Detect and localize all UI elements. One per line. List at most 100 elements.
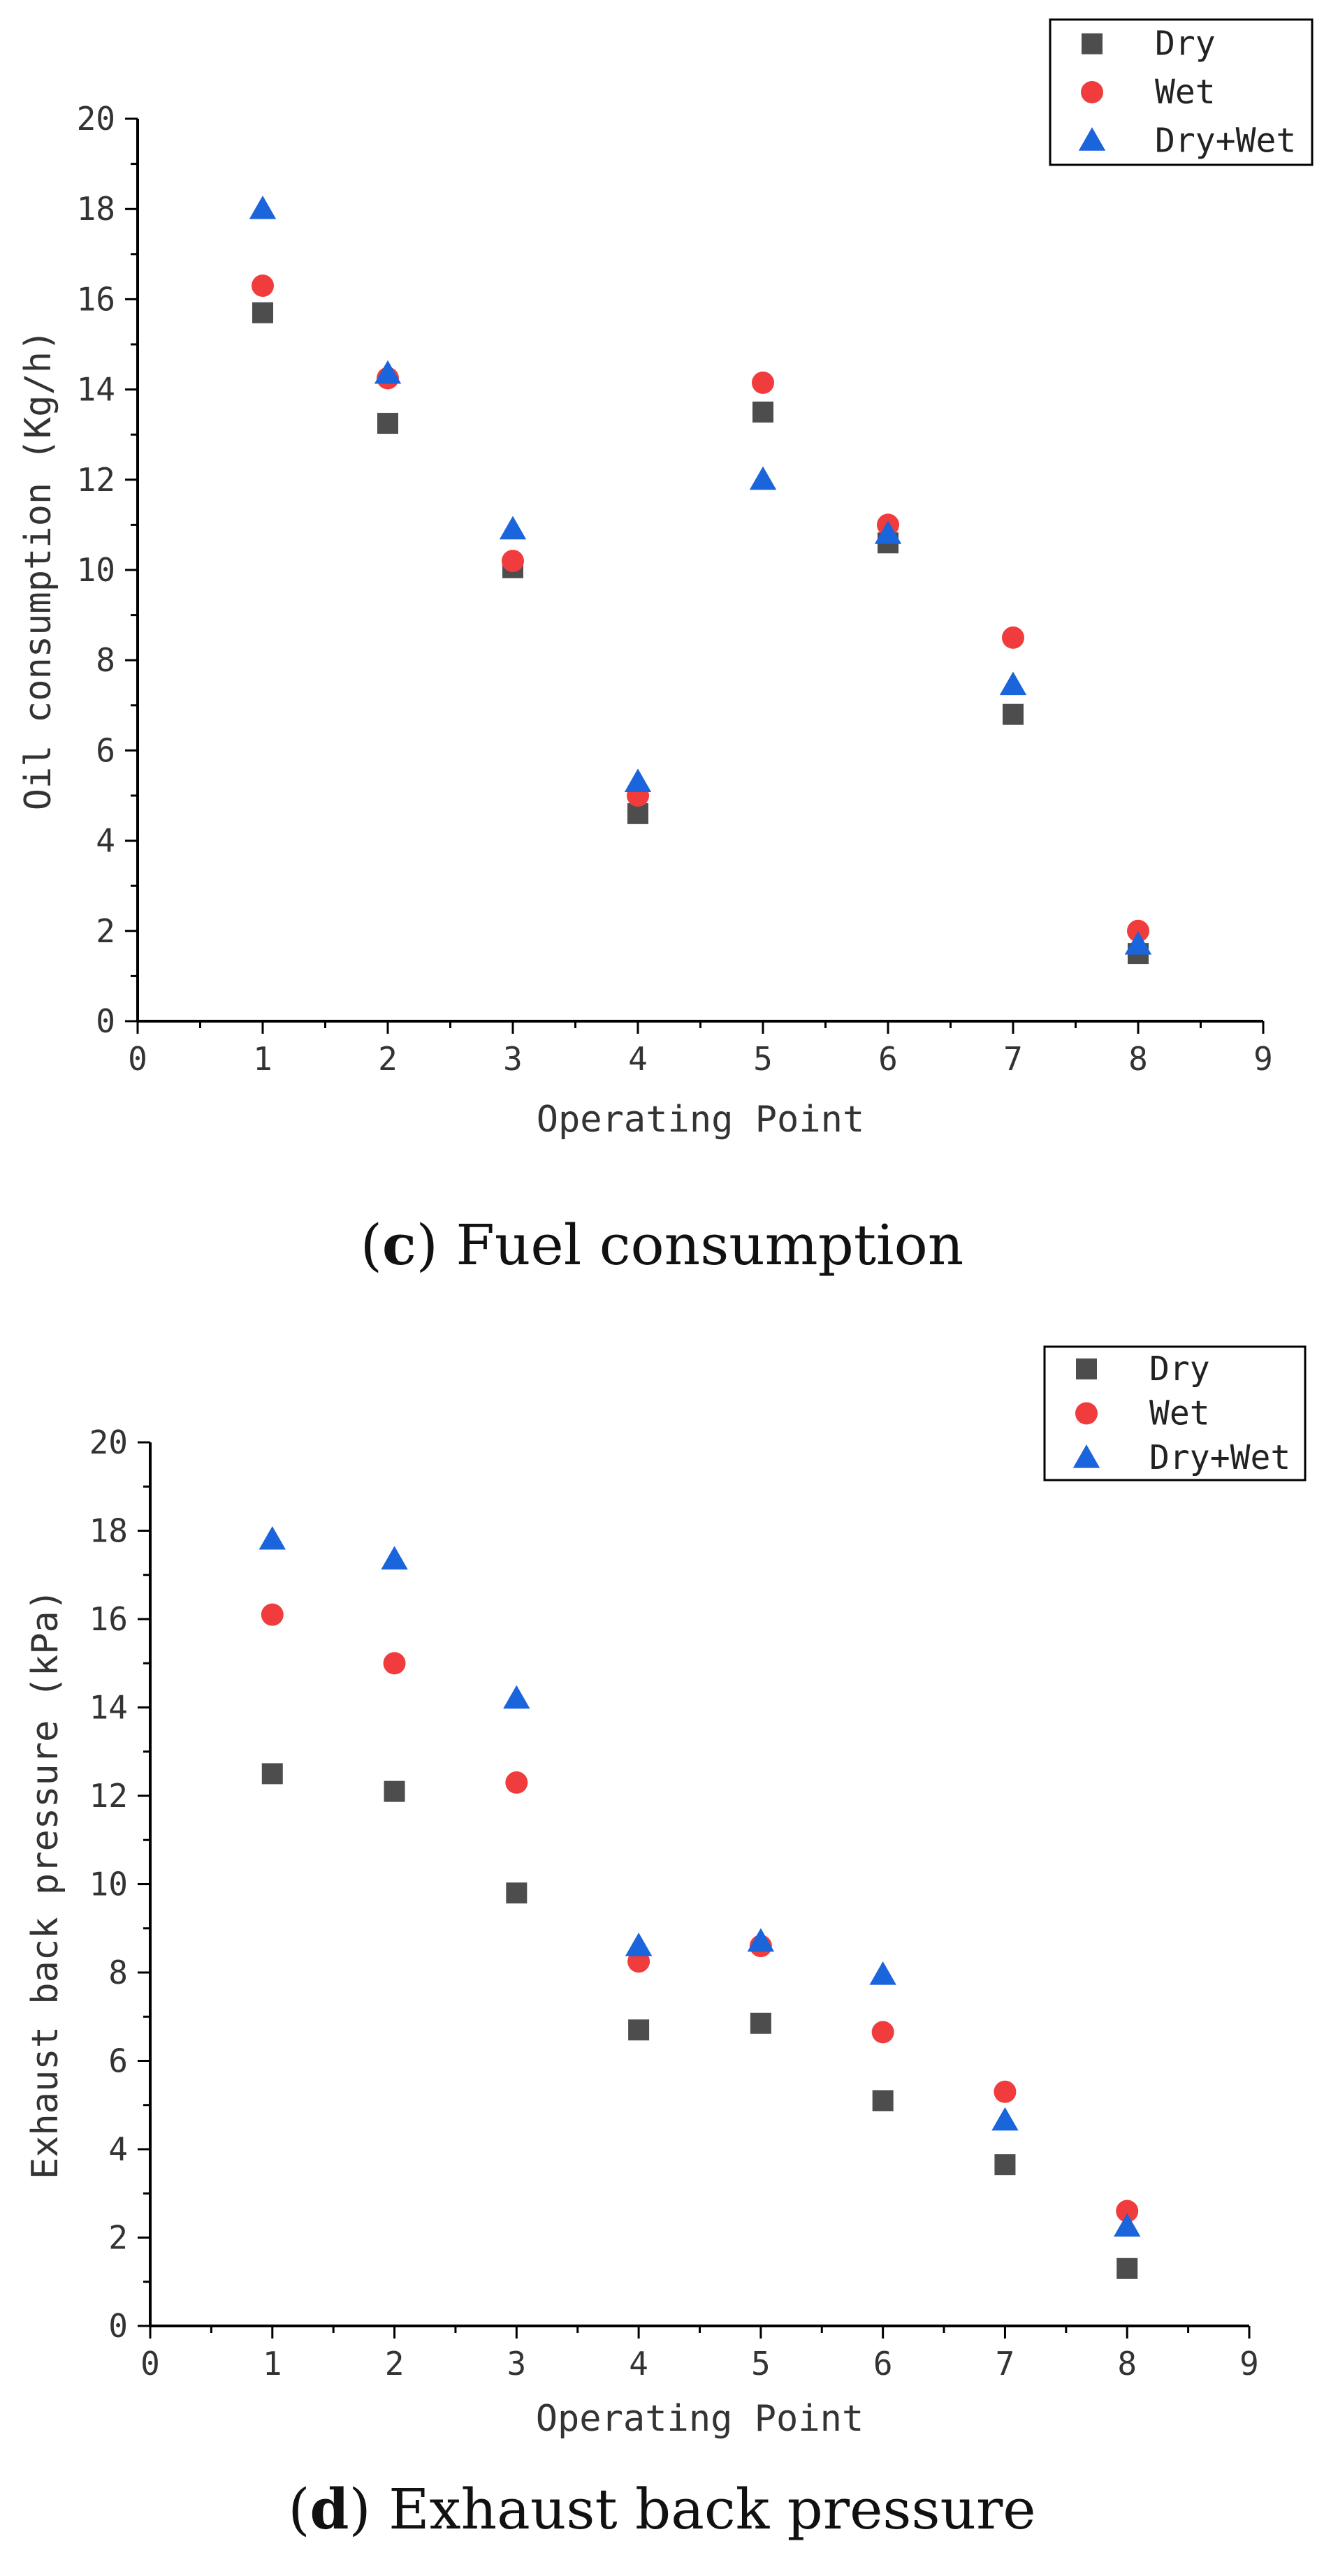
- y-tick-label: 10: [77, 551, 115, 589]
- x-tick-label: 7: [996, 2345, 1015, 2383]
- x-tick-label: 8: [1128, 1040, 1148, 1078]
- y-tick-label: 4: [108, 2130, 128, 2168]
- x-tick-label: 8: [1117, 2345, 1137, 2383]
- data-point: [503, 1685, 530, 1709]
- data-point: [384, 1780, 405, 1802]
- y-tick-label: 10: [89, 1866, 128, 1903]
- x-tick-label: 5: [751, 2345, 771, 2383]
- data-point: [752, 371, 774, 394]
- y-tick-label: 6: [96, 731, 115, 769]
- data-point: [377, 413, 398, 434]
- y-tick-label: 8: [108, 1954, 128, 1991]
- legend-label: Dry+Wet: [1149, 1438, 1290, 1477]
- data-point: [1116, 2257, 1138, 2279]
- caption-fuel-consumption: (c) Fuel consumption: [360, 1212, 964, 1278]
- series-dry-plus-wet: [259, 1525, 1141, 2237]
- legend-marker: [1081, 81, 1103, 103]
- chart-panel-exhaust-back-pressure: 0 1 2 3 4 5 6 7 8 9 0 2 4 6 8 10 12 14 16 18 20 Operating Poi…: [0, 1313, 1324, 2576]
- caption-text: Fuel consumption: [456, 1213, 964, 1278]
- caption-letter: c: [381, 1212, 416, 1278]
- y-tick-label: 6: [108, 2042, 128, 2080]
- data-point: [252, 275, 274, 298]
- legend: Dry Wet Dry+Wet: [1049, 18, 1314, 166]
- x-tick-label: 0: [128, 1040, 147, 1078]
- legend-marker: [1082, 33, 1103, 54]
- data-point: [1114, 2213, 1141, 2237]
- data-point: [750, 2012, 771, 2034]
- legend-marker: [1076, 1358, 1097, 1380]
- data-point: [502, 550, 524, 573]
- data-point: [994, 2080, 1017, 2103]
- data-point: [994, 2154, 1016, 2176]
- x-tick-label: 1: [263, 2345, 282, 2383]
- data-point: [1127, 919, 1149, 942]
- y-axis-title: Exhaust back pressure (kPa): [24, 1589, 66, 2179]
- y-tick-label: 12: [77, 461, 115, 499]
- y-tick-label: 18: [89, 1512, 128, 1550]
- caption-exhaust-back-pressure: (d) Exhaust back pressure: [288, 2476, 1036, 2542]
- data-point: [1124, 930, 1152, 955]
- x-axis-title: Operating Point: [537, 1099, 865, 1141]
- data-point: [383, 1652, 406, 1675]
- y-tick-label: 14: [77, 371, 115, 409]
- x-tick-label: 4: [629, 2345, 648, 2383]
- x-tick-label: 3: [507, 2345, 526, 2383]
- data-point: [252, 302, 273, 323]
- y-tick-label: 2: [108, 2219, 128, 2257]
- data-point: [874, 520, 902, 544]
- y-tick-label: 0: [96, 1002, 115, 1040]
- legend-marker: [1072, 1444, 1100, 1468]
- x-tick-label: 2: [385, 2345, 405, 2383]
- data-point: [749, 466, 777, 490]
- y-axis-title: Oil consumption (Kg/h): [17, 330, 59, 811]
- data-point: [261, 1603, 284, 1626]
- data-point: [505, 1771, 528, 1794]
- x-tick-label: 9: [1239, 2345, 1259, 2383]
- series-dry-plus-wet: [249, 196, 1152, 955]
- legend-label: Dry+Wet: [1155, 121, 1296, 160]
- data-point: [374, 360, 402, 384]
- y-tick-label: 20: [77, 100, 115, 138]
- caption-text: Exhaust back pressure: [388, 2477, 1036, 2542]
- x-tick-label: 4: [628, 1040, 648, 1078]
- x-tick-label: 2: [378, 1040, 398, 1078]
- data-point: [747, 1928, 775, 1952]
- data-point: [625, 1932, 653, 1956]
- y-tick-label: 16: [77, 280, 115, 318]
- legend-marker: [1078, 127, 1106, 151]
- data-point: [259, 1525, 286, 1550]
- legend-label: Dry: [1155, 24, 1216, 64]
- y-tick-label: 20: [89, 1424, 128, 1461]
- legend-marker: [1075, 1402, 1098, 1425]
- x-tick-label: 9: [1253, 1040, 1273, 1078]
- data-point: [261, 1763, 283, 1785]
- data-point: [624, 768, 652, 793]
- data-point: [381, 1546, 408, 1570]
- data-point: [1003, 703, 1024, 725]
- legend-label: Wet: [1149, 1394, 1210, 1433]
- x-tick-label: 6: [878, 1040, 898, 1078]
- x-tick-label: 1: [253, 1040, 272, 1078]
- data-point: [506, 1882, 528, 1904]
- x-tick-label: 5: [753, 1040, 773, 1078]
- x-tick-label: 6: [873, 2345, 893, 2383]
- y-tick-label: 8: [96, 641, 115, 679]
- y-tick-label: 0: [108, 2307, 128, 2345]
- series-dry: [261, 1763, 1138, 2279]
- data-point: [752, 401, 773, 423]
- series-wet: [261, 1603, 1139, 2223]
- y-tick-label: 16: [89, 1600, 128, 1638]
- data-point: [869, 1961, 896, 1985]
- data-point: [999, 671, 1027, 696]
- y-tick-label: 18: [77, 190, 115, 228]
- data-point: [1116, 2200, 1139, 2223]
- data-point: [991, 2107, 1019, 2131]
- data-point: [871, 2021, 894, 2044]
- legend: Dry Wet Dry+Wet: [1043, 1345, 1307, 1481]
- data-point: [872, 2090, 894, 2112]
- data-point: [1002, 626, 1024, 649]
- chart-panel-fuel-consumption: 0 1 2 3 4 5 6 7 8 9 0 2 4 6 8 10 12 14 16 18 20 Operating Poi…: [17, 18, 1314, 1278]
- x-tick-label: 3: [503, 1040, 523, 1078]
